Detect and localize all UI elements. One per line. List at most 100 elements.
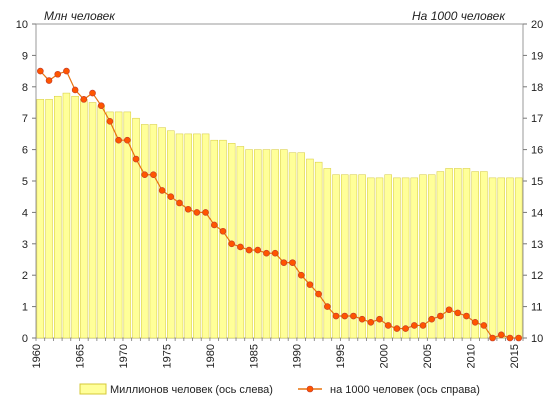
- line-point: [184, 205, 192, 213]
- bar: [88, 102, 97, 339]
- line-point: [193, 209, 201, 216]
- line-point: [237, 243, 244, 251]
- line-point: [263, 249, 270, 257]
- bar: [410, 177, 419, 339]
- line-point: [376, 315, 383, 323]
- line-point: [324, 303, 331, 310]
- left-axis-tick-label: 8: [22, 82, 28, 94]
- right-axis-tick-label: 19: [531, 50, 543, 62]
- line-point: [402, 325, 409, 332]
- line-point: [150, 171, 157, 179]
- line-point: [489, 334, 496, 342]
- right-axis-tick-label: 17: [531, 113, 543, 125]
- x-axis-tick-label: 1960: [31, 344, 43, 368]
- line-point: [445, 306, 453, 314]
- line-point: [297, 271, 305, 279]
- line-point: [358, 315, 366, 323]
- line-point: [393, 325, 401, 332]
- bar: [149, 124, 158, 339]
- bars-layer: [36, 92, 523, 339]
- bar: [158, 127, 166, 339]
- line-point: [254, 246, 262, 254]
- bar: [462, 168, 471, 339]
- x-axis-tick-label: 2005: [422, 344, 434, 368]
- bar: [297, 152, 305, 339]
- bar: [271, 149, 279, 339]
- line-point: [89, 89, 96, 97]
- bar: [454, 168, 462, 339]
- right-axis-tick-label: 15: [531, 176, 543, 188]
- bar: [236, 146, 245, 339]
- bar: [445, 168, 453, 339]
- right-axis-tick-label: 12: [531, 270, 543, 282]
- line-point: [271, 249, 279, 257]
- x-axis-tick-label: 1995: [335, 344, 347, 368]
- line-point: [419, 322, 427, 329]
- line-point: [410, 322, 418, 329]
- x-axis-tick-label: 1970: [118, 344, 130, 368]
- bar: [280, 149, 288, 339]
- left-axis-tick-label: 5: [22, 176, 28, 188]
- bar: [262, 149, 271, 339]
- x-axis-tick-label: 2010: [466, 344, 478, 368]
- bar: [306, 158, 314, 339]
- line-point: [210, 221, 218, 229]
- bar: [219, 139, 227, 339]
- bar: [480, 171, 488, 339]
- legend-label-line: на 1000 человек (ось справа): [330, 384, 480, 396]
- x-axis-tick-label: 1990: [292, 344, 304, 368]
- bar: [71, 95, 79, 339]
- bar: [514, 177, 523, 339]
- line-point: [54, 70, 62, 78]
- line-point: [437, 312, 444, 320]
- bar: [288, 152, 297, 339]
- line-point: [367, 318, 375, 326]
- line-point: [480, 322, 488, 329]
- bar: [367, 177, 375, 339]
- line-point: [158, 187, 166, 194]
- left-axis-tick-label: 10: [16, 19, 28, 31]
- bar: [210, 139, 219, 339]
- right-axis-tick-label: 10: [531, 333, 543, 345]
- line-point: [176, 199, 183, 207]
- line-point: [80, 96, 88, 103]
- bar: [427, 174, 436, 339]
- bar: [114, 111, 123, 339]
- bar: [80, 99, 88, 339]
- line-point: [341, 312, 349, 320]
- right-axis-tick-label: 20: [531, 19, 543, 31]
- line-point: [306, 281, 314, 288]
- line-point: [228, 240, 235, 248]
- bar: [349, 174, 358, 339]
- bar: [323, 168, 332, 339]
- line-point: [463, 312, 470, 320]
- bar: [375, 177, 384, 339]
- line-point: [454, 309, 462, 317]
- right-axis-tick-label: 16: [531, 145, 543, 157]
- line-point: [332, 312, 340, 320]
- left-axis-tick-label: 1: [22, 302, 28, 314]
- bar: [54, 95, 62, 339]
- bar: [401, 177, 410, 339]
- left-axis-tick-label: 3: [22, 239, 28, 251]
- left-axis-unit-label: Млн человек: [44, 9, 116, 23]
- line-point: [71, 86, 79, 94]
- line-point: [63, 67, 70, 75]
- right-axis-tick-label: 18: [531, 82, 543, 94]
- left-axis-tick-label: 7: [22, 113, 28, 125]
- bar: [184, 133, 192, 339]
- left-axis-tick-label: 0: [22, 333, 28, 345]
- bar: [471, 171, 479, 339]
- line-layer: [37, 67, 522, 342]
- legend-label-bars: Миллионов человек (ось слева): [110, 384, 273, 396]
- bar: [140, 124, 149, 339]
- left-axis-tick-label: 4: [22, 207, 28, 219]
- line-point: [167, 193, 175, 200]
- bar: [175, 133, 184, 339]
- bar: [384, 174, 392, 339]
- line-point: [45, 77, 53, 84]
- line-point: [219, 227, 227, 235]
- bar: [506, 177, 514, 339]
- bar: [340, 174, 349, 339]
- x-axis-tick-label: 1980: [205, 344, 217, 368]
